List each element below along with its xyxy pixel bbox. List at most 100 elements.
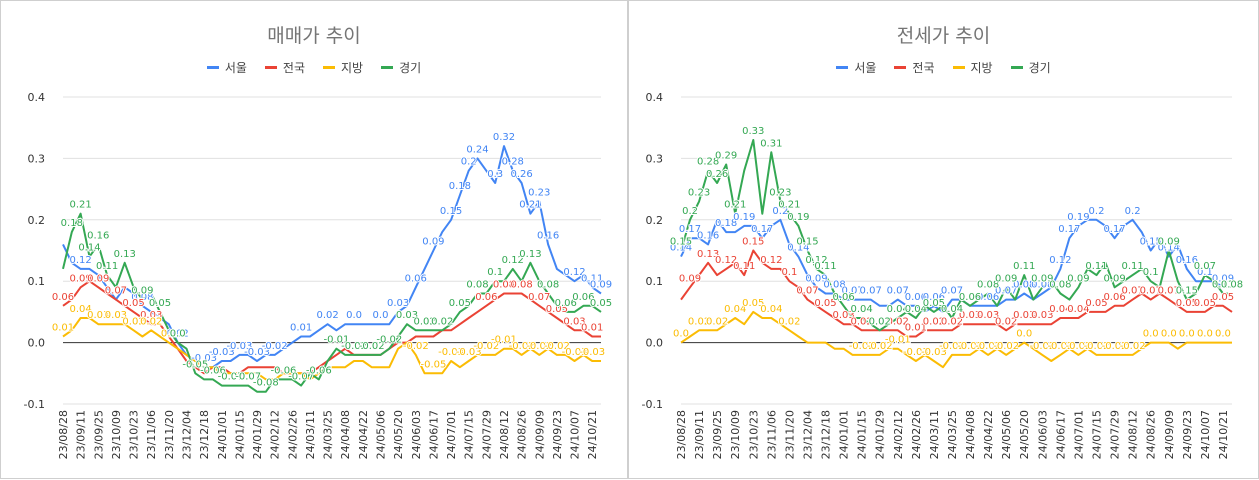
data-label: 0.33 <box>742 126 764 137</box>
data-label: 0.21 <box>778 200 800 211</box>
data-label: -0.03 <box>921 347 947 358</box>
data-label: -0.02 <box>957 341 983 352</box>
series-line-0 <box>62 145 602 369</box>
data-label: -0.06 <box>200 365 226 376</box>
data-label: 0.05 <box>590 298 612 309</box>
data-label: 0.05 <box>122 298 144 309</box>
data-label: 0.02 <box>316 310 338 321</box>
data-label: 0.02 <box>941 316 963 327</box>
x-tick-label: 24/01/15 <box>856 410 869 459</box>
data-label: 0.12 <box>563 267 585 278</box>
series-line-0 <box>680 218 1232 313</box>
data-label: 0.0 <box>346 310 362 321</box>
data-label: 0.06 <box>52 292 74 303</box>
data-label: 0.1 <box>1197 267 1213 278</box>
x-tick-label: 24/07/01 <box>1072 410 1085 459</box>
legend-item: 서울 <box>206 59 247 76</box>
legend-item: 전국 <box>264 59 305 76</box>
data-label: 0.04 <box>760 304 782 315</box>
y-tick-label: -0.1 <box>24 398 45 411</box>
data-label: 0.0 <box>1179 329 1195 340</box>
data-label: 0.12 <box>1049 255 1071 266</box>
data-label: 0.0 <box>1215 329 1231 340</box>
data-label: 0.03 <box>977 310 999 321</box>
legend-item: 경기 <box>381 59 421 76</box>
x-tick-label: 24/02/12 <box>269 410 282 459</box>
x-tick-label: 23/10/09 <box>729 410 742 459</box>
data-label: 0.05 <box>814 298 836 309</box>
data-label: -0.03 <box>438 347 464 358</box>
data-label: 0.02 <box>869 316 891 327</box>
data-label: 0.06 <box>977 292 999 303</box>
data-label: 0.0 <box>170 329 186 340</box>
data-label: 0.18 <box>449 181 471 192</box>
data-label: 0.01 <box>581 322 603 333</box>
data-label: 0.18 <box>715 218 737 229</box>
data-label: 0.15 <box>670 237 692 248</box>
data-label: 0.11 <box>1122 261 1144 272</box>
legend-item: 서울 <box>836 59 876 76</box>
x-tick-label: 23/12/04 <box>801 410 814 459</box>
x-tick-label: 24/06/03 <box>1036 410 1049 459</box>
data-label: -0.02 <box>509 341 535 352</box>
data-label: 0.21 <box>724 200 746 211</box>
data-label: -0.02 <box>975 341 1001 352</box>
x-tick-label: 24/10/21 <box>1217 410 1230 459</box>
data-label: 0.32 <box>493 132 515 143</box>
legend-label: 전국 <box>912 61 935 75</box>
data-label: 0.23 <box>769 187 791 198</box>
x-tick-label: 24/09/23 <box>551 410 564 459</box>
data-label: 0.02 <box>851 316 873 327</box>
data-label: 0.09 <box>805 273 827 284</box>
data-label: 0.01 <box>290 322 312 333</box>
data-label: 0.02 <box>706 316 728 327</box>
data-label: 0.02 <box>140 316 162 327</box>
data-label: -0.03 <box>244 347 270 358</box>
data-label: 0.17 <box>679 224 701 235</box>
x-tick-label: 24/04/08 <box>339 410 352 459</box>
data-label: 0.11 <box>1013 261 1035 272</box>
data-label: 0.19 <box>733 212 755 223</box>
data-label: 0.03 <box>832 310 854 321</box>
data-label: 0.0 <box>1197 329 1213 340</box>
x-tick-label: 24/08/26 <box>516 410 529 459</box>
data-label: 0.2 <box>772 206 788 217</box>
data-label: -0.02 <box>849 341 875 352</box>
x-tick-label: 23/11/06 <box>765 410 778 459</box>
x-tick-label: 24/01/29 <box>874 410 887 459</box>
data-label: 0.08 <box>977 279 999 290</box>
x-tick-label: 23/08/28 <box>57 410 70 459</box>
data-label: 0.15 <box>440 206 462 217</box>
legend-swatch-local <box>323 66 335 69</box>
data-label: 0.16 <box>697 230 719 241</box>
y-tick-label: 0.2 <box>28 214 46 227</box>
data-label: 0.17 <box>751 224 773 235</box>
line-chart-jeonse: 0.4 0.3 0.2 0.1 0.0 -0.1 23/08/28 23/09/11 23/09… <box>642 91 1245 459</box>
data-label: -0.03 <box>456 347 482 358</box>
x-tick-label: 23/11/20 <box>163 410 176 459</box>
x-tick-label: 24/01/15 <box>233 410 246 459</box>
data-label: 0.01 <box>905 322 927 333</box>
data-label: 0.07 <box>105 286 127 297</box>
legend-swatch-seoul <box>206 66 219 69</box>
legend-item: 경기 <box>1010 59 1051 76</box>
data-label: 0.13 <box>114 249 136 260</box>
x-tick-label: 24/01/29 <box>251 410 264 459</box>
x-tick-label: 24/04/08 <box>964 410 977 459</box>
data-label: -0.08 <box>253 378 279 389</box>
data-label: -0.02 <box>359 341 385 352</box>
data-label: 0.02 <box>413 316 435 327</box>
data-label: 0.06 <box>555 298 577 309</box>
data-label: 0.06 <box>923 292 945 303</box>
legend-label: 지방 <box>970 61 993 75</box>
data-label: 0.04 <box>851 304 873 315</box>
data-label: 0.2 <box>461 157 477 168</box>
y-tick-label: 0.0 <box>646 337 664 350</box>
data-label: -0.02 <box>544 341 570 352</box>
line-chart-sale: 0.4 0.3 0.2 0.1 0.0 -0.1 23/08/28 23/09/11 23/09… <box>24 91 614 459</box>
data-label: 0.14 <box>78 243 100 254</box>
chart-legend: 서울 전국 지방 경기 <box>1 59 627 76</box>
x-tick-label: 23/10/09 <box>110 410 123 459</box>
data-label: 0.19 <box>1067 212 1089 223</box>
data-label: -0.03 <box>562 347 588 358</box>
